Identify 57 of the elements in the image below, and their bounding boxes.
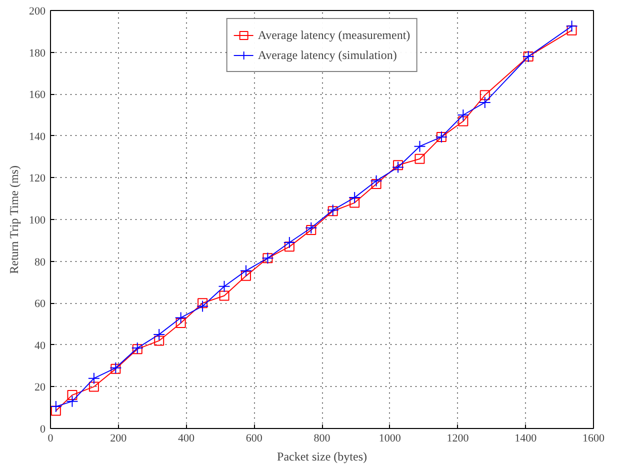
point <box>50 406 61 416</box>
x-tick-label: 200 <box>110 432 128 444</box>
point <box>350 198 360 208</box>
point <box>305 222 318 234</box>
point <box>240 264 252 277</box>
y-tick-label: 20 <box>34 382 46 394</box>
point <box>370 174 382 187</box>
point <box>88 372 100 384</box>
point <box>50 400 62 413</box>
point <box>393 160 404 170</box>
x-tick-label: 600 <box>246 432 263 444</box>
point <box>478 96 491 108</box>
point <box>457 109 470 121</box>
y-tick-label: 60 <box>34 298 46 310</box>
x-tick-label: 1400 <box>514 432 538 444</box>
point <box>196 300 209 312</box>
point <box>284 242 294 252</box>
y-tick-label: 0 <box>40 424 46 436</box>
y-tick-label: 120 <box>29 172 46 185</box>
point <box>66 395 78 408</box>
point <box>348 192 361 204</box>
y-tick-label: 100 <box>29 214 46 226</box>
point <box>154 336 164 346</box>
y-axis-title: Return Trip Time (ms) <box>7 166 21 274</box>
point <box>198 298 208 308</box>
y-tick-label: 180 <box>29 47 46 60</box>
legend-label: Average latency (simulation) <box>258 48 397 62</box>
y-tick-label: 200 <box>29 6 46 18</box>
x-tick-label: 1000 <box>378 432 402 444</box>
point <box>176 318 186 328</box>
point <box>219 290 230 301</box>
point <box>283 236 296 248</box>
point <box>371 178 382 189</box>
y-tick-label: 160 <box>29 89 46 102</box>
y-tick-label: 80 <box>34 256 46 268</box>
point <box>458 116 468 126</box>
legend-label: Average latency (measurement) <box>258 28 410 42</box>
y-tick-label: 40 <box>34 340 46 352</box>
point <box>218 280 230 292</box>
point <box>306 224 316 235</box>
x-tick-label: 400 <box>178 432 195 444</box>
point <box>414 154 425 164</box>
point <box>480 90 490 100</box>
x-tick-label: 800 <box>314 432 331 444</box>
x-tick-label: 1200 <box>446 432 470 444</box>
x-tick-label: 0 <box>48 432 54 444</box>
point <box>392 161 404 174</box>
point <box>153 328 166 340</box>
point <box>414 140 426 152</box>
y-tick-label: 140 <box>29 130 46 143</box>
point <box>67 390 78 400</box>
point <box>240 270 251 281</box>
x-axis-title: Packet size (bytes) <box>277 450 367 464</box>
point <box>88 382 99 392</box>
x-tick-label: 1600 <box>582 432 605 444</box>
point <box>566 20 578 32</box>
point <box>174 312 187 324</box>
